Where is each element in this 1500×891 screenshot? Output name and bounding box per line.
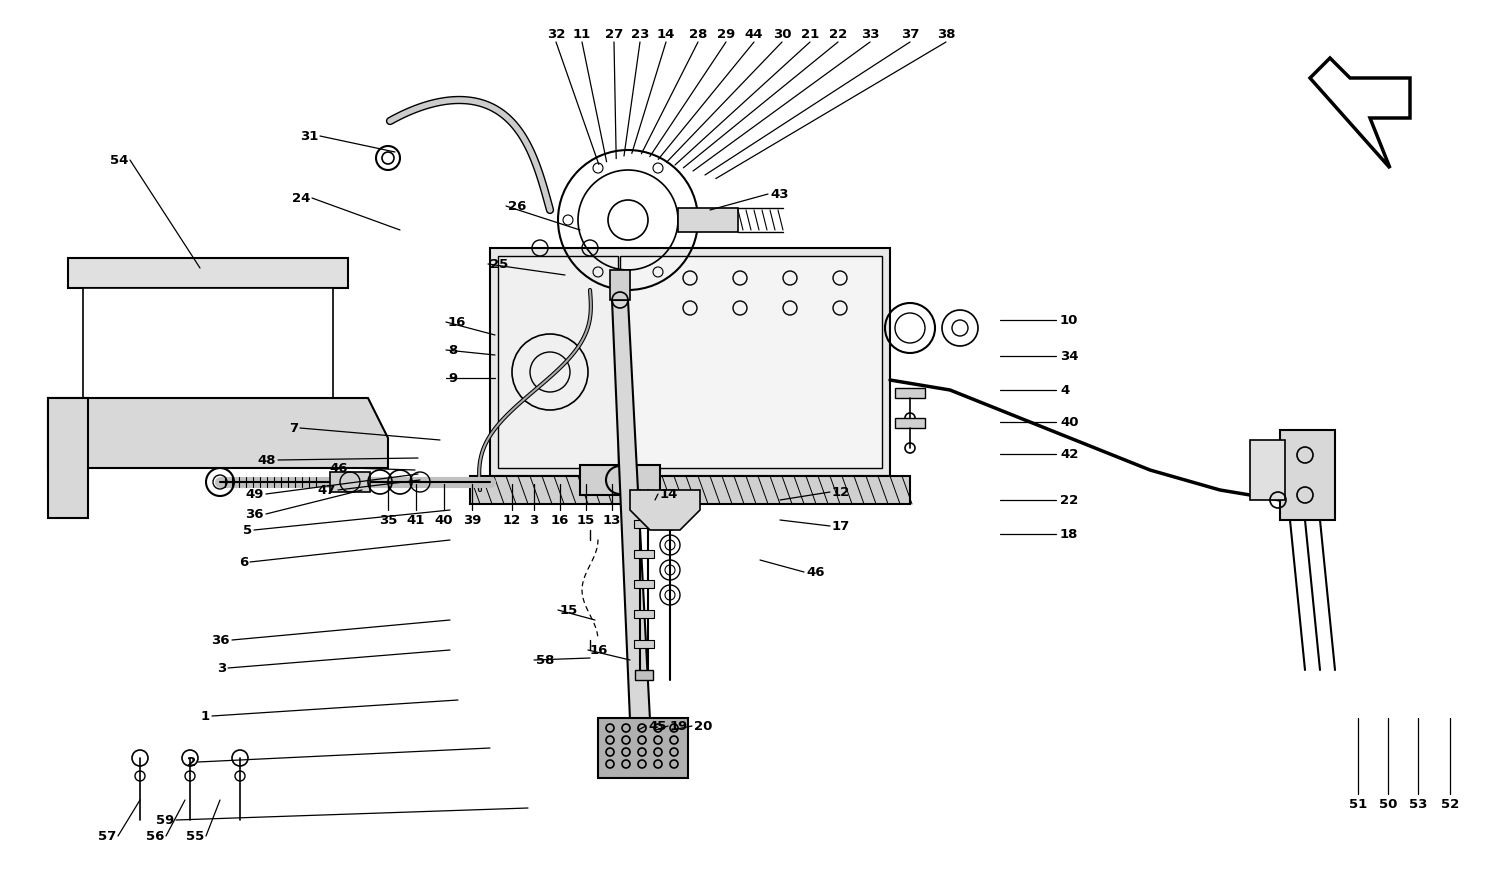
Bar [634,550,654,558]
Bar [610,270,630,300]
Bar [896,388,926,398]
Bar [598,718,688,778]
Text: 7: 7 [290,421,298,435]
Text: 57: 57 [98,830,116,843]
Text: 12: 12 [503,514,520,527]
Bar [1250,440,1286,500]
Text: 25: 25 [490,257,508,271]
Text: 56: 56 [146,830,164,843]
Polygon shape [68,258,348,288]
Text: 8: 8 [448,344,458,356]
Text: 39: 39 [464,514,482,527]
Text: 15: 15 [578,514,596,527]
Text: 17: 17 [833,519,850,533]
Text: 16: 16 [550,514,568,527]
Text: 59: 59 [156,813,174,827]
Bar [634,520,654,528]
Text: 35: 35 [380,514,398,527]
Text: 29: 29 [717,28,735,41]
Bar [498,256,618,468]
Bar [678,208,738,232]
Bar [580,465,660,495]
Text: 22: 22 [1060,494,1078,506]
Text: 44: 44 [744,28,764,41]
Polygon shape [82,288,333,398]
Polygon shape [1310,58,1410,168]
Text: 1: 1 [201,709,210,723]
Text: 36: 36 [246,508,264,520]
Text: 37: 37 [902,28,920,41]
Text: 28: 28 [688,28,706,41]
Bar [634,610,654,618]
Text: 5: 5 [243,524,252,536]
Text: 40: 40 [435,514,453,527]
Text: 42: 42 [1060,447,1078,461]
Polygon shape [470,476,910,504]
Text: 49: 49 [246,487,264,501]
Text: 45: 45 [648,720,666,732]
Text: 13: 13 [603,514,621,527]
Text: 2: 2 [188,756,196,769]
Bar [634,670,652,680]
Text: 3: 3 [217,661,226,674]
Text: 19: 19 [670,720,688,732]
Bar [1280,430,1335,520]
Text: 30: 30 [772,28,790,41]
Text: 41: 41 [406,514,424,527]
Text: 11: 11 [573,28,591,41]
Text: 23: 23 [632,28,650,41]
Text: 16: 16 [590,643,609,657]
Text: 20: 20 [694,720,712,732]
Text: 15: 15 [560,603,578,617]
Text: 18: 18 [1060,527,1078,541]
Text: 40: 40 [1060,415,1078,429]
Text: 31: 31 [300,129,318,143]
Polygon shape [612,300,650,720]
Text: 46: 46 [330,462,348,475]
Text: 22: 22 [830,28,848,41]
Text: 58: 58 [536,653,555,666]
Text: 12: 12 [833,486,850,498]
Text: 14: 14 [660,487,678,501]
Text: 10: 10 [1060,314,1078,326]
Text: 3: 3 [530,514,538,527]
Text: 16: 16 [448,315,466,329]
Polygon shape [48,398,88,518]
Polygon shape [490,248,890,476]
Text: 33: 33 [861,28,879,41]
Text: 54: 54 [110,153,128,167]
Text: 34: 34 [1060,349,1078,363]
Text: 21: 21 [801,28,819,41]
Text: 43: 43 [770,187,789,200]
Text: 55: 55 [186,830,204,843]
Bar [634,640,654,648]
Bar [634,580,654,588]
Text: 9: 9 [448,372,458,385]
Bar [896,418,926,428]
Polygon shape [630,490,700,530]
Bar [634,490,652,500]
Text: 52: 52 [1442,798,1460,811]
Text: 48: 48 [258,454,276,467]
Text: 47: 47 [318,484,336,496]
Text: 24: 24 [291,192,310,205]
Text: 53: 53 [1408,798,1426,811]
Polygon shape [48,398,388,468]
Text: 36: 36 [211,634,230,647]
Text: 26: 26 [509,200,526,212]
Text: 50: 50 [1378,798,1396,811]
Text: 51: 51 [1348,798,1366,811]
Text: 27: 27 [604,28,622,41]
Text: 38: 38 [936,28,956,41]
Text: 6: 6 [238,555,248,568]
Bar [330,472,370,492]
Text: 46: 46 [806,566,825,578]
Text: 32: 32 [548,28,566,41]
Bar [620,256,882,468]
Text: 14: 14 [657,28,675,41]
Text: 4: 4 [1060,383,1070,396]
